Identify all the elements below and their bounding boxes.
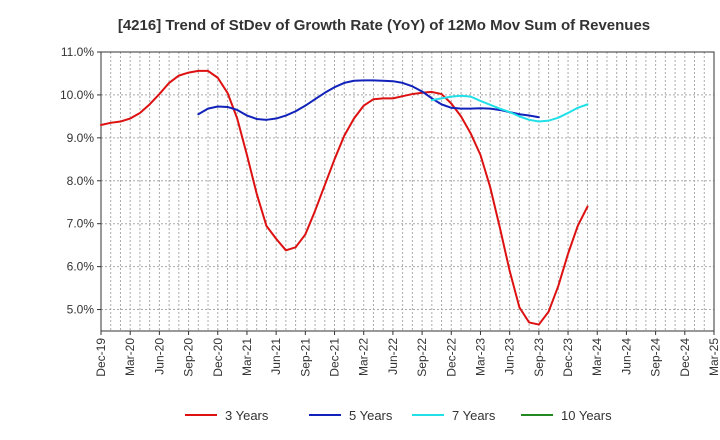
y-tick-label: 8.0% bbox=[67, 174, 95, 188]
y-axis: 5.0% 6.0% 7.0% 8.0% 9.0% 10.0% 11.0% bbox=[60, 45, 101, 317]
x-tick-label: Sep-21 bbox=[298, 338, 312, 377]
y-tick-label: 11.0% bbox=[61, 45, 94, 59]
series-line-7-years bbox=[430, 94, 589, 123]
x-tick-label: Sep-24 bbox=[649, 338, 663, 377]
chart-title: [4216] Trend of StDev of Growth Rate (Yo… bbox=[118, 17, 650, 34]
series-line-3-years bbox=[100, 69, 589, 326]
x-tick-label: Jun-24 bbox=[619, 338, 633, 375]
x-tick-label: Mar-23 bbox=[473, 338, 487, 376]
x-tick-label: Mar-25 bbox=[707, 338, 720, 376]
legend-label-5-years: 5 Years bbox=[349, 408, 393, 423]
grid bbox=[101, 51, 714, 331]
y-tick-label: 5.0% bbox=[67, 303, 95, 317]
series-layer bbox=[100, 69, 589, 326]
x-tick-label: Jun-23 bbox=[503, 338, 517, 375]
x-tick-label: Jun-21 bbox=[269, 338, 283, 375]
y-tick-label: 9.0% bbox=[67, 131, 95, 145]
x-tick-label: Sep-23 bbox=[532, 338, 546, 377]
x-tick-label: Dec-20 bbox=[211, 338, 225, 377]
series-line-5-years bbox=[197, 79, 540, 121]
legend-label-10-years: 10 Years bbox=[561, 408, 612, 423]
y-tick-label: 7.0% bbox=[67, 217, 95, 231]
x-tick-label: Mar-24 bbox=[590, 338, 604, 376]
x-tick-label: Dec-22 bbox=[444, 338, 458, 377]
x-tick-label: Dec-23 bbox=[561, 338, 575, 377]
x-tick-label: Jun-20 bbox=[152, 338, 166, 375]
x-tick-label: Mar-22 bbox=[357, 338, 371, 376]
y-tick-label: 6.0% bbox=[67, 260, 95, 274]
x-tick-label: Mar-21 bbox=[240, 338, 254, 376]
plot-frame bbox=[100, 51, 715, 332]
x-tick-label: Dec-24 bbox=[678, 338, 692, 377]
y-tick-label: 10.0% bbox=[60, 88, 94, 102]
legend-label-7-years: 7 Years bbox=[452, 408, 496, 423]
x-tick-label: Sep-22 bbox=[415, 338, 429, 377]
x-axis: Dec-19 Mar-20 Jun-20 Sep-20 Dec-20 Mar-21 Jun-… bbox=[94, 331, 720, 377]
legend-label-3-years: 3 Years bbox=[225, 408, 269, 423]
x-tick-label: Jun-22 bbox=[386, 338, 400, 375]
x-tick-label: Sep-20 bbox=[182, 338, 196, 377]
x-tick-label: Mar-20 bbox=[123, 338, 137, 376]
x-tick-label: Dec-21 bbox=[328, 338, 342, 377]
legend: 3 Years 5 Years 7 Years 10 Years bbox=[185, 408, 612, 423]
x-tick-label: Dec-19 bbox=[94, 338, 108, 377]
